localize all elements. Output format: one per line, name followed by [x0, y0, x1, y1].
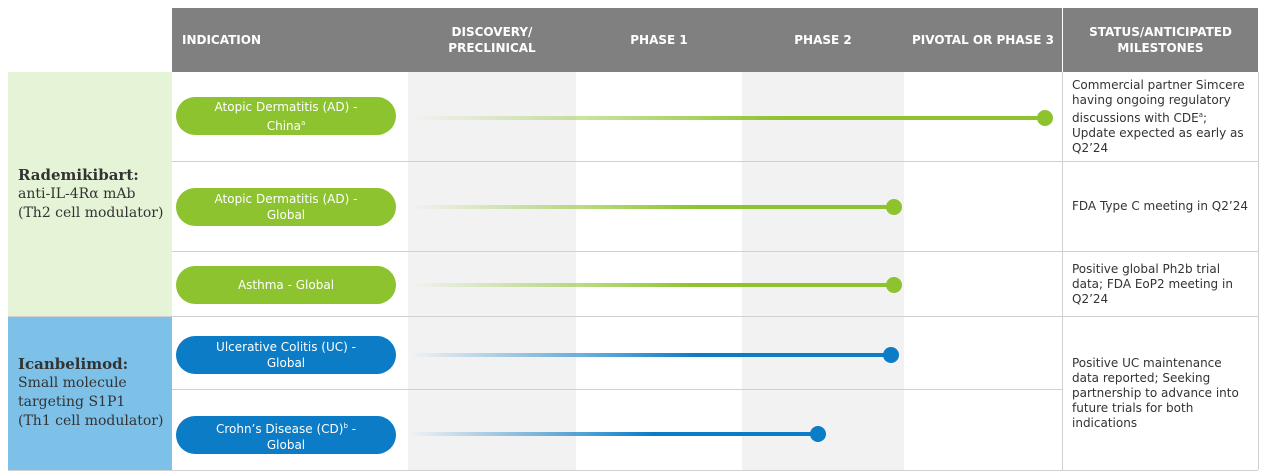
header-text: INDICATION — [182, 33, 261, 47]
row-divider — [8, 316, 1258, 317]
group-name: Rademikibart: — [18, 165, 139, 184]
group-desc: (Th2 cell modulator) — [18, 204, 164, 221]
program-pill: Asthma - Global — [176, 266, 396, 304]
program-label: Ulcerative Colitis (UC) - Global — [216, 340, 356, 370]
program-pill: Atopic Dermatitis (AD) - Chinaa — [176, 97, 396, 135]
progress-bar — [410, 116, 1040, 120]
progress-dot — [883, 347, 899, 363]
header-cell: PHASE 2 — [742, 8, 904, 72]
header-cell: INDICATION — [172, 8, 408, 72]
status-text: ; Update expected as early as Q2’24 — [1072, 110, 1244, 155]
status-cell: Positive global Ph2b trial data; FDA EoP… — [1063, 252, 1258, 316]
progress-bar — [410, 283, 890, 287]
program-label: Atopic Dermatitis (AD) - Global — [214, 192, 358, 222]
status-text: FDA Type C meeting in Q2’24 — [1072, 199, 1248, 213]
col-divider — [1062, 72, 1063, 470]
header-text: PHASE 1 — [630, 33, 688, 47]
group-cell: Icanbelimod: Small molecule targeting S1… — [8, 316, 172, 470]
group-desc: anti-IL-4Rα mAb — [18, 185, 136, 202]
header-text: STATUS/ANTICIPATED MILESTONES — [1089, 25, 1232, 55]
progress-dot — [1037, 110, 1053, 126]
header-cell: PIVOTAL OR PHASE 3 — [904, 8, 1062, 72]
row-divider — [172, 161, 1258, 162]
col-divider — [1258, 72, 1259, 470]
group-desc: targeting S1P1 — [18, 394, 126, 410]
status-text: Positive UC maintenance data reported; S… — [1072, 356, 1239, 430]
header-text: PHASE 2 — [794, 33, 852, 47]
progress-bar — [410, 205, 890, 209]
progress-bar — [410, 353, 887, 357]
status-text: Commercial partner Simcere having ongoin… — [1072, 77, 1245, 125]
program-pill: Crohn’s Disease (CD)b - Global — [176, 416, 396, 454]
program-label: - Global — [266, 421, 357, 452]
row-divider — [172, 251, 1258, 252]
header-cell: STATUS/ANTICIPATED MILESTONES — [1062, 8, 1258, 72]
program-label: Crohn’s Disease (CD) — [215, 421, 344, 436]
footnote-mark: a — [300, 118, 306, 127]
status-cell: Positive UC maintenance data reported; S… — [1063, 317, 1258, 470]
footnote-mark: a — [1198, 110, 1204, 119]
progress-bar — [410, 432, 815, 436]
row-divider — [8, 470, 1258, 471]
group-desc: (Th1 cell modulator) — [18, 413, 164, 429]
header-cell: DISCOVERY/ PRECLINICAL — [408, 8, 576, 72]
phase-column — [742, 72, 904, 470]
progress-dot — [810, 426, 826, 442]
status-cell: Commercial partner Simcere having ongoin… — [1063, 72, 1258, 161]
header-cell: PHASE 1 — [576, 8, 742, 72]
program-label: Asthma - Global — [237, 278, 335, 292]
program-pill: Atopic Dermatitis (AD) - Global — [176, 188, 396, 226]
header-text: PIVOTAL OR PHASE 3 — [911, 33, 1054, 47]
row-divider — [172, 389, 1062, 390]
group-desc: Small molecule — [18, 375, 127, 391]
header-text: DISCOVERY/ PRECLINICAL — [448, 25, 536, 55]
group-name: Icanbelimod: — [18, 355, 129, 373]
progress-dot — [886, 277, 902, 293]
footnote-mark: b — [343, 421, 348, 430]
progress-dot — [886, 199, 902, 215]
program-pill: Ulcerative Colitis (UC) - Global — [176, 336, 396, 374]
group-cell: Rademikibart: anti-IL-4Rα mAb (Th2 cell … — [8, 72, 172, 316]
phase-column — [408, 72, 576, 470]
status-cell: FDA Type C meeting in Q2’24 — [1063, 162, 1258, 251]
program-label: Atopic Dermatitis (AD) - China — [214, 99, 358, 133]
status-text: Positive global Ph2b trial data; FDA EoP… — [1072, 261, 1233, 306]
